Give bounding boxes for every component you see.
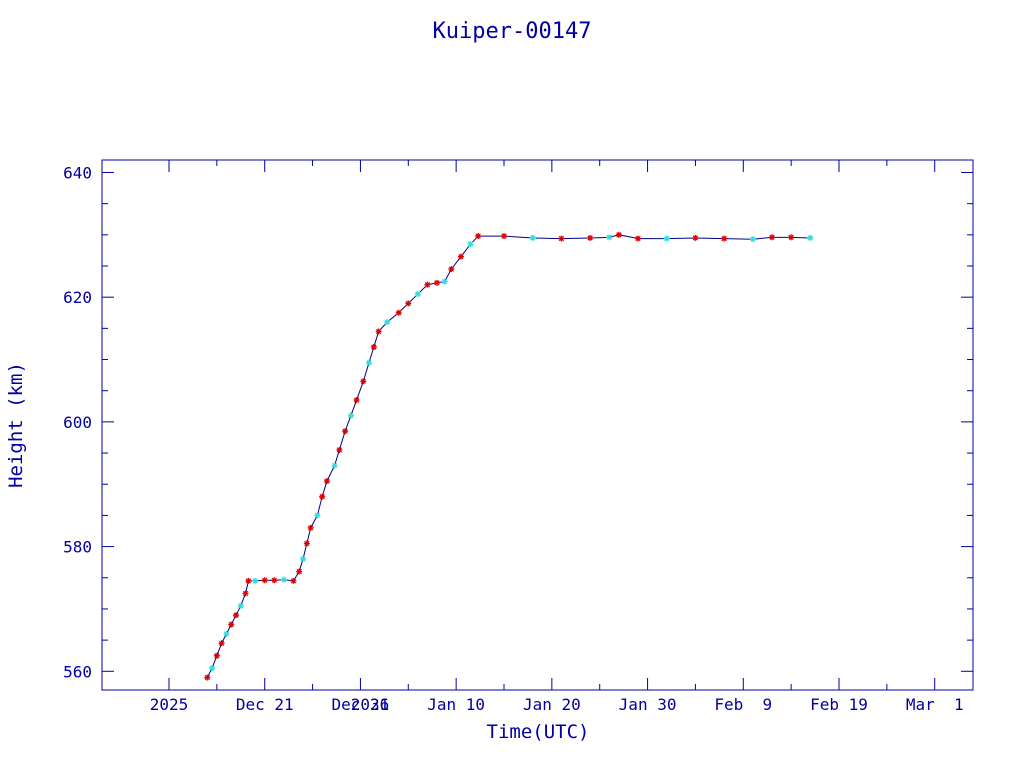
data-point xyxy=(336,446,343,453)
x-tick-label: Feb 19 xyxy=(810,695,868,714)
data-point xyxy=(448,266,455,273)
data-point xyxy=(501,233,507,240)
x-tick-label: 2026 xyxy=(351,695,390,714)
data-point xyxy=(467,241,474,248)
y-tick-label: 580 xyxy=(63,538,92,557)
data-point xyxy=(319,493,326,500)
data-point xyxy=(300,556,306,563)
x-tick-label: Dec 31 xyxy=(332,695,390,714)
data-point xyxy=(342,428,349,435)
y-axis-label: Height (km) xyxy=(5,362,27,488)
data-point xyxy=(209,665,216,672)
data-point xyxy=(296,568,303,575)
data-point xyxy=(331,462,338,469)
data-point xyxy=(213,652,220,659)
data-point xyxy=(721,235,728,242)
data-point xyxy=(303,540,310,547)
data-point xyxy=(434,279,440,286)
data-point xyxy=(615,231,622,238)
data-point xyxy=(441,278,448,285)
data-point xyxy=(252,577,259,584)
data-point xyxy=(353,397,360,404)
data-point xyxy=(228,621,235,628)
data-point xyxy=(347,412,354,419)
data-point xyxy=(307,524,314,531)
data-point xyxy=(663,235,670,242)
data-point xyxy=(290,577,297,584)
data-point xyxy=(237,602,244,609)
y-tick-label: 560 xyxy=(63,662,92,681)
data-point xyxy=(271,577,278,584)
data-point xyxy=(405,300,412,307)
data-point xyxy=(457,253,464,260)
x-tick-label: 2025 xyxy=(150,695,189,714)
data-point xyxy=(384,319,391,326)
data-point xyxy=(261,577,268,584)
x-tick-label: Feb 9 xyxy=(714,695,772,714)
data-point xyxy=(692,234,699,241)
data-point xyxy=(749,236,756,243)
data-point xyxy=(606,234,613,241)
data-point xyxy=(529,234,536,241)
data-point xyxy=(245,577,252,584)
y-tick-label: 640 xyxy=(63,163,92,182)
x-tick-label: Dec 21 xyxy=(236,695,294,714)
x-tick-label: Jan 20 xyxy=(523,695,581,714)
plot-frame xyxy=(101,159,974,691)
data-point xyxy=(769,234,775,241)
data-point xyxy=(323,478,330,485)
x-tick-label: Jan 10 xyxy=(427,695,485,714)
data-point xyxy=(475,233,482,240)
y-tick-label: 620 xyxy=(63,288,92,307)
x-tick-label: Jan 30 xyxy=(619,695,677,714)
series-line xyxy=(206,234,811,678)
data-point xyxy=(395,309,402,316)
data-point xyxy=(360,378,367,385)
data-point xyxy=(233,612,239,619)
data-point xyxy=(280,576,287,583)
data-point xyxy=(558,235,565,242)
data-point xyxy=(375,328,382,335)
y-tick-labels: 560 580 600 620 640 xyxy=(63,163,92,681)
data-point xyxy=(414,291,421,298)
data-point xyxy=(370,344,377,351)
data-point xyxy=(807,234,814,241)
y-tick-label: 600 xyxy=(63,413,92,432)
data-point xyxy=(635,235,641,242)
data-point xyxy=(204,674,211,681)
data-point xyxy=(314,512,321,519)
x-axis-label: Time(UTC) xyxy=(487,721,590,743)
data-point xyxy=(223,630,230,637)
chart-title: Kuiper-00147 xyxy=(433,19,592,44)
series-height xyxy=(204,231,814,681)
x-tick-label: Mar 1 xyxy=(906,695,964,714)
data-point xyxy=(366,359,373,366)
data-point xyxy=(424,281,431,288)
data-point xyxy=(242,590,249,597)
axis-ticks xyxy=(102,160,973,690)
data-point xyxy=(218,640,225,647)
data-point xyxy=(587,234,594,241)
data-point xyxy=(788,234,795,241)
